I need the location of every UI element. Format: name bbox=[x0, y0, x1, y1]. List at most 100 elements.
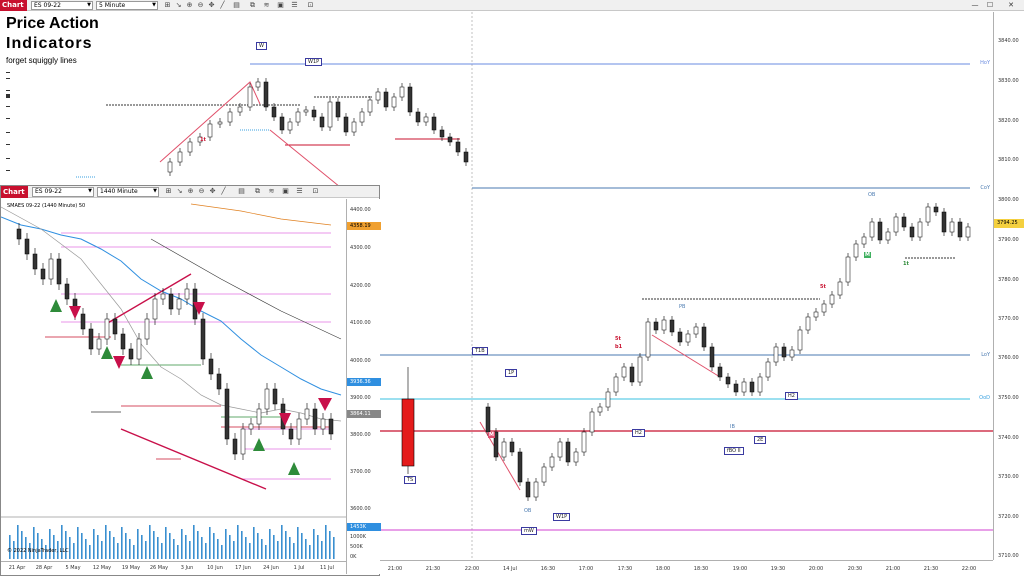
daily-chart-tab[interactable]: Chart bbox=[1, 186, 28, 198]
volume-bar bbox=[277, 541, 279, 559]
daily-time-axis[interactable]: 21 Apr 28 Apr 5 May 12 May 19 May 26 May… bbox=[1, 561, 346, 575]
current-price-box: 3794.25 bbox=[994, 219, 1024, 228]
candle bbox=[328, 418, 334, 435]
time-tick: 24 Jun bbox=[263, 565, 279, 571]
daily-candlestick-series bbox=[16, 223, 334, 460]
maximize-button[interactable]: ☐ bbox=[986, 1, 994, 9]
time-tick: 16:30 bbox=[540, 566, 556, 572]
template-icon[interactable]: ▣ bbox=[282, 187, 289, 195]
template-icon[interactable]: ▣ bbox=[277, 1, 284, 9]
line-tool-icon[interactable]: ╱ bbox=[221, 187, 226, 195]
volume-bar bbox=[309, 545, 311, 559]
time-tick: 22:00 bbox=[961, 566, 977, 572]
close-button[interactable]: ✕ bbox=[1008, 1, 1014, 9]
zoom-in-icon[interactable]: ⊕ bbox=[187, 187, 194, 195]
daily-price-axis[interactable]: 4400.00 4300.00 4200.00 4100.00 4000.00 … bbox=[346, 199, 381, 574]
candle bbox=[637, 356, 643, 383]
candle bbox=[541, 466, 547, 483]
zoom-out-icon[interactable]: ⊖ bbox=[198, 187, 205, 195]
candle bbox=[152, 298, 158, 320]
minimize-button[interactable]: — bbox=[971, 1, 979, 9]
candle bbox=[224, 388, 230, 440]
candle bbox=[176, 298, 182, 310]
volume-bar bbox=[17, 525, 19, 559]
time-axis[interactable]: 21:00 21:30 22:00 14 Jul 16:30 17:00 17:… bbox=[380, 560, 993, 576]
candle bbox=[312, 408, 318, 430]
candle bbox=[693, 326, 699, 335]
volume-bar bbox=[225, 529, 227, 559]
candle bbox=[184, 288, 190, 300]
one-p-marker: 1P bbox=[505, 369, 518, 377]
page-title: Price Action bbox=[6, 15, 99, 32]
data-box-icon[interactable]: ☰ bbox=[296, 187, 303, 195]
chart-tab[interactable]: Chart bbox=[0, 0, 27, 11]
volume-bar bbox=[145, 541, 147, 559]
bar-type-icon[interactable]: ⊞ bbox=[165, 187, 172, 195]
candle bbox=[557, 441, 563, 458]
volume-bars bbox=[9, 525, 335, 559]
candle bbox=[677, 331, 683, 343]
interval-selector[interactable]: 5 Minute ▼ bbox=[96, 1, 158, 10]
fbo-marker: fBO II bbox=[724, 447, 744, 455]
order-icon[interactable]: ⊡ bbox=[307, 1, 314, 9]
candle bbox=[869, 221, 875, 238]
candle bbox=[549, 456, 555, 468]
daily-chart-window[interactable]: Chart ES 09-22 ▼ 1440 Minute ▼ ⊞ ↘ ⊕ ⊖ ✥ ╱… bbox=[0, 185, 381, 576]
candle bbox=[367, 99, 373, 113]
time-tick: 19 May bbox=[121, 565, 141, 571]
order-icon[interactable]: ⊡ bbox=[312, 187, 319, 195]
price-chart-area[interactable] bbox=[0, 12, 993, 560]
strategy-icon[interactable]: ⧉ bbox=[250, 1, 255, 9]
time-tick: 28 Apr bbox=[35, 565, 53, 571]
price-axis[interactable]: 3840.00 3830.00 3820.00 3810.00 3800.00 … bbox=[993, 12, 1024, 560]
daily-instrument-selector[interactable]: ES 09-22 ▼ bbox=[32, 187, 94, 197]
candle bbox=[200, 318, 206, 360]
candle bbox=[797, 329, 803, 351]
candle bbox=[399, 86, 405, 98]
properties-icon[interactable]: ▤ bbox=[233, 1, 240, 9]
indicator-legend: SMAES 09-22 (1440 Minute) 50 bbox=[7, 203, 86, 209]
time-tick: 26 May bbox=[149, 565, 169, 571]
volume-bar bbox=[77, 527, 79, 559]
pan-icon[interactable]: ✥ bbox=[209, 187, 216, 195]
candle bbox=[343, 116, 349, 133]
daily-interval-selector[interactable]: 1440 Minute ▼ bbox=[97, 187, 159, 197]
line-tool-icon[interactable]: ╱ bbox=[220, 1, 225, 9]
candle bbox=[717, 366, 723, 378]
candle bbox=[805, 316, 811, 331]
last-price-box: 3864.11 bbox=[347, 410, 381, 418]
pan-icon[interactable]: ✥ bbox=[208, 1, 215, 9]
volume-bar bbox=[333, 537, 335, 559]
volume-bar bbox=[37, 533, 39, 559]
price-tick: 4300.00 bbox=[350, 245, 371, 251]
candle bbox=[485, 406, 491, 433]
left-drawing-toolbar[interactable] bbox=[0, 70, 14, 185]
candle bbox=[177, 151, 183, 163]
candle bbox=[120, 333, 126, 350]
zoom-out-icon[interactable]: ⊖ bbox=[197, 1, 204, 9]
indicator-icon[interactable]: ≋ bbox=[268, 187, 275, 195]
volume-bar bbox=[45, 545, 47, 559]
bar-type-icon[interactable]: ⊞ bbox=[164, 1, 171, 9]
properties-icon[interactable]: ▤ bbox=[238, 187, 245, 195]
time-tick: 20:00 bbox=[808, 566, 824, 572]
daily-chart-area[interactable] bbox=[1, 199, 346, 561]
volume-bar bbox=[137, 529, 139, 559]
candle bbox=[917, 221, 923, 238]
volume-bar bbox=[65, 531, 67, 559]
draw-icon[interactable]: ↘ bbox=[175, 1, 182, 9]
strategy-icon[interactable]: ⧉ bbox=[255, 187, 260, 195]
draw-icon[interactable]: ↘ bbox=[176, 187, 183, 195]
data-box-icon[interactable]: ☰ bbox=[291, 1, 298, 9]
price-tick: 3770.00 bbox=[998, 316, 1019, 322]
candle bbox=[104, 318, 110, 340]
instrument-selector[interactable]: ES 09-22 ▼ bbox=[31, 1, 93, 10]
candle bbox=[407, 86, 413, 113]
volume-bar bbox=[321, 541, 323, 559]
candle bbox=[351, 121, 357, 133]
indicator-icon[interactable]: ≋ bbox=[263, 1, 270, 9]
candle bbox=[375, 91, 381, 101]
zoom-in-icon[interactable]: ⊕ bbox=[186, 1, 193, 9]
candle bbox=[279, 116, 285, 131]
volume-bar bbox=[13, 541, 15, 559]
